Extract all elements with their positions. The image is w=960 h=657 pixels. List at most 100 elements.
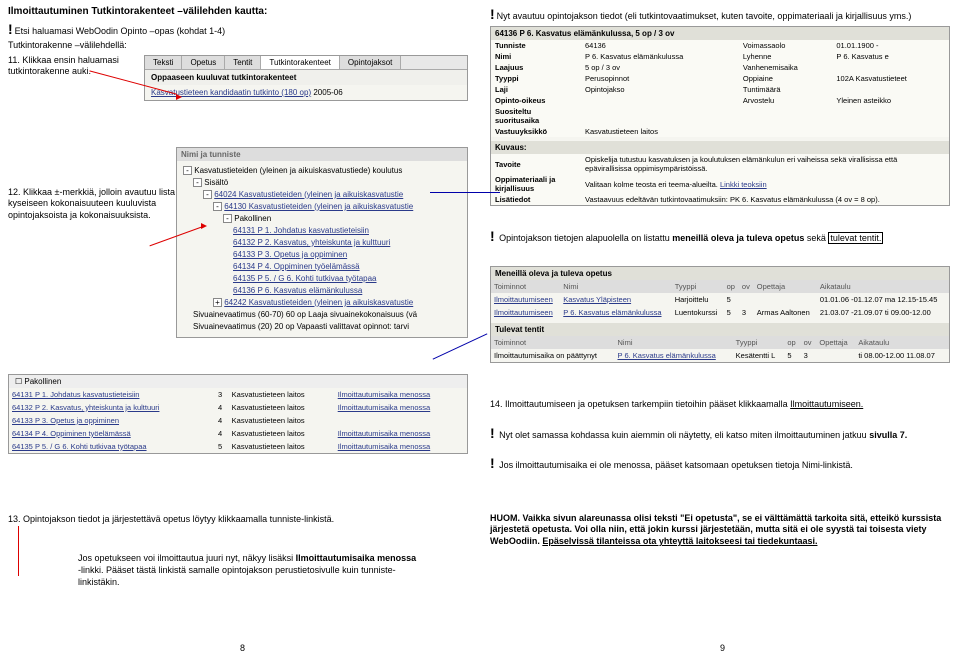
action-link[interactable]: Ilmoittautumiseen xyxy=(494,295,553,304)
tree-link[interactable]: 64024 Kasvatustieteiden (yleinen ja aiku… xyxy=(214,190,403,199)
course-link[interactable]: 64132 P 2. Kasvatus, yhteiskunta ja kult… xyxy=(12,403,159,412)
expand-icon[interactable]: - xyxy=(213,202,222,211)
enroll-link[interactable]: Ilmoittautumisaika menossa xyxy=(338,442,431,451)
screenshot-detail-table: ☐ Pakollinen 64131 P 1. Johdatus kasvatu… xyxy=(8,374,468,454)
info-val: Yleinen asteikko xyxy=(832,95,949,106)
tree-link[interactable]: 64130 Kasvatustieteiden (yleinen ja aiku… xyxy=(224,202,413,211)
table-row: IlmoittautumiseenKasvatus YläpisteenHarj… xyxy=(491,293,949,306)
tree-link[interactable]: 64134 P 4. Oppiminen työelämässä xyxy=(233,262,360,271)
note-bottom-left: Jos opetukseen voi ilmoittautua juuri ny… xyxy=(78,553,418,588)
page-number-left: 8 xyxy=(240,643,245,653)
info-val xyxy=(581,106,739,126)
bang-no-enroll: Jos ilmoittautumisaika ei ole menossa, p… xyxy=(490,455,950,471)
tree-row: 64135 P 5. / G 6. Kohti tutkivaa työtapa… xyxy=(183,273,461,285)
tree-row: 64131 P 1. Johdatus kasvatustieteisiin xyxy=(183,225,461,237)
col-header: Tyyppi xyxy=(672,280,724,293)
info-row: LajiOpintojaksoTuntimäärä xyxy=(491,84,949,95)
desc-row: TavoiteOpiskelija tutustuu kasvatuksen j… xyxy=(491,154,949,174)
tree-link[interactable]: 64135 P 5. / G 6. Kohti tutkivaa työtapa… xyxy=(233,274,377,283)
literature-link[interactable]: Linkki teoksiin xyxy=(720,180,767,189)
col-header: Opettaja xyxy=(754,280,817,293)
info-key: Opinto-oikeus xyxy=(491,95,581,106)
info-val: 64136 xyxy=(581,40,739,51)
desc-key: Oppimateriaali ja kirjallisuus xyxy=(491,174,581,194)
tree-label: Sisältö xyxy=(204,178,228,187)
page-number-right: 9 xyxy=(720,643,725,653)
name-link[interactable]: Kasvatus Yläpisteen xyxy=(563,295,631,304)
course-link[interactable]: 64131 P 1. Johdatus kasvatustieteisiin xyxy=(12,390,139,399)
action-link[interactable]: Ilmoittautumiseen xyxy=(494,308,553,317)
tree-link[interactable]: 64242 Kasvatustieteiden (yleinen ja aiku… xyxy=(224,298,413,307)
tree-link[interactable]: 64131 P 1. Johdatus kasvatustieteisiin xyxy=(233,226,369,235)
name-link[interactable]: P 6. Kasvatus elämänkulussa xyxy=(563,308,661,317)
info-val: Perusopinnot xyxy=(581,73,739,84)
tab-tentit[interactable]: Tentit xyxy=(225,56,261,69)
tree-row: - Sisältö xyxy=(183,177,461,189)
course-link[interactable]: 64133 P 3. Opetus ja oppiminen xyxy=(12,416,119,425)
info-key: Vanhenemisaika xyxy=(739,62,832,73)
expand-icon[interactable]: - xyxy=(183,166,192,175)
name-link[interactable]: P 6. Kasvatus elämänkulussa xyxy=(618,351,716,360)
enroll-link[interactable]: Ilmoittautumisaika menossa xyxy=(338,429,431,438)
desc-val: Valitaan kolme teosta eri teema-alueilta… xyxy=(581,174,949,194)
info-key: Nimi xyxy=(491,51,581,62)
info-row: NimiP 6. Kasvatus elämänkulussaLyhenneP … xyxy=(491,51,949,62)
tree-label: Kasvatustieteiden (yleinen ja aikuiskasv… xyxy=(194,166,402,175)
tree-link[interactable]: 64136 P 6. Kasvatus elämänkulussa xyxy=(233,286,362,295)
info-val xyxy=(832,62,949,73)
tree-row: - 64024 Kasvatustieteiden (yleinen ja ai… xyxy=(183,189,461,201)
info-key: Lyhenne xyxy=(739,51,832,62)
tree-link[interactable]: 64133 P 3. Opetus ja oppiminen xyxy=(233,250,347,259)
tree-row: 64136 P 6. Kasvatus elämänkulussa xyxy=(183,285,461,297)
info-row: TyyppiPerusopinnotOppiaine102A Kasvatust… xyxy=(491,73,949,84)
info-row: VastuuyksikköKasvatustieteen laitos xyxy=(491,126,949,137)
enroll-link[interactable]: Ilmoittautumisaika menossa xyxy=(338,403,431,412)
tree-row: - Pakollinen xyxy=(183,213,461,225)
expand-icon[interactable]: + xyxy=(213,298,222,307)
desc-key: Lisätiedot xyxy=(491,194,581,205)
col-header: Nimi xyxy=(615,336,733,349)
course-link[interactable]: 64135 P 5. / G 6. Kohti tutkivaa työtapa… xyxy=(12,442,147,451)
desc-header: Kuvaus: xyxy=(491,141,949,154)
tree-link[interactable]: 64132 P 2. Kasvatus, yhteiskunta ja kult… xyxy=(233,238,390,247)
desc-val: Opiskelija tutustuu kasvatuksen ja koulu… xyxy=(581,154,949,174)
col-header: Aikataulu xyxy=(855,336,949,349)
info-val: 5 op / 3 ov xyxy=(581,62,739,73)
tab-opetus[interactable]: Opetus xyxy=(182,56,225,69)
subheading: Tutkintorakenne –välilehdellä: xyxy=(8,40,468,52)
step-14: 14. Ilmoittautumiseen ja opetuksen tarke… xyxy=(490,399,950,411)
exams-header: Tulevat tentit xyxy=(491,323,949,336)
step-11: 11. Klikkaa ensin haluamasi tutkintorake… xyxy=(8,55,138,78)
arrow-step13-v xyxy=(18,526,19,576)
tab-tutkintorakenteet[interactable]: Tutkintorakenteet xyxy=(261,56,340,69)
subhead-degrees: Oppaaseen kuuluvat tutkintorakenteet xyxy=(145,70,467,85)
tree-label: Sivuainevaatimus (60-70) 60 op Laaja siv… xyxy=(193,310,417,319)
info-val xyxy=(832,126,949,137)
info-val: P 6. Kasvatus e xyxy=(832,51,949,62)
info-key xyxy=(739,126,832,137)
tab-opintojaksot[interactable]: Opintojaksot xyxy=(340,56,401,69)
table-row: 64134 P 4. Oppiminen työelämässä4Kasvatu… xyxy=(9,427,467,440)
desc-key: Tavoite xyxy=(491,154,581,174)
tab-teksti[interactable]: Teksti xyxy=(145,56,182,69)
col-header: Aikataulu xyxy=(817,280,949,293)
tree-label: Sivuainevaatimus (20) 20 op Vapaasti val… xyxy=(193,322,409,331)
enroll-link[interactable]: Ilmoittautumisaika menossa xyxy=(338,390,431,399)
table-row: 64132 P 2. Kasvatus, yhteiskunta ja kult… xyxy=(9,401,467,414)
expand-icon[interactable]: - xyxy=(223,214,232,223)
tree-row: - Kasvatustieteiden (yleinen ja aikuiska… xyxy=(183,165,461,177)
col-header: Tyyppi xyxy=(733,336,785,349)
info-val: 01.01.1900 - xyxy=(832,40,949,51)
info-val: 102A Kasvatustieteet xyxy=(832,73,949,84)
col-header: op xyxy=(784,336,800,349)
expand-icon[interactable]: - xyxy=(203,190,212,199)
info-val: P 6. Kasvatus elämänkulussa xyxy=(581,51,739,62)
col-header: op xyxy=(724,280,739,293)
col-header: Opettaja xyxy=(816,336,855,349)
course-link[interactable]: 64134 P 4. Oppiminen työelämässä xyxy=(12,429,131,438)
arrow-head-12 xyxy=(201,223,207,229)
tree-row: + 64242 Kasvatustieteiden (yleinen ja ai… xyxy=(183,297,461,309)
col-header: Toiminnot xyxy=(491,280,560,293)
expand-icon[interactable]: - xyxy=(193,178,202,187)
course-header: 64136 P 6. Kasvatus elämänkulussa, 5 op … xyxy=(491,27,949,40)
